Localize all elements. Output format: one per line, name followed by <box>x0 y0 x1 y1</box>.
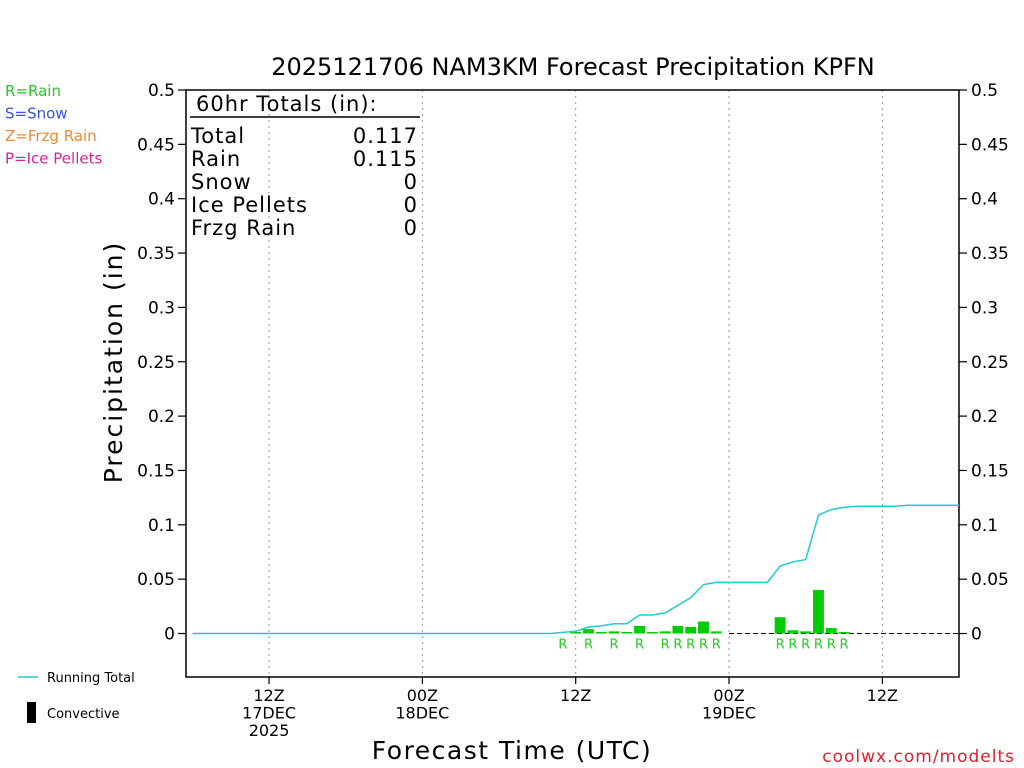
running-total-line <box>192 504 959 635</box>
ptype-marker: R <box>801 638 810 653</box>
y-tick-label: 0.05 <box>137 570 175 590</box>
y-axis-title: Precipitation (in) <box>99 241 128 484</box>
chart-title: 2025121706 NAM3KM Forecast Precipitation… <box>271 53 875 81</box>
ptype-marker: R <box>558 638 567 653</box>
precip-bar <box>685 626 697 634</box>
vertical-gridlines <box>268 90 883 677</box>
y-axis-right: 0.5 0.45 0.4 0.35 0.3 0.25 0.2 0.15 0.1 0.05 0 <box>959 81 1009 645</box>
precip-bar <box>621 632 633 634</box>
x-tick-label: 12Z <box>253 686 284 705</box>
precip-bar <box>595 632 607 634</box>
y-tick-label: 0.4 <box>148 190 175 210</box>
ptype-marker: R <box>699 638 708 653</box>
y-tick-label-right: 0.5 <box>971 81 998 101</box>
totals-row-label: Ice Pellets <box>191 193 308 217</box>
line-legend: Running Total Convective <box>18 671 135 723</box>
convective-swatch <box>27 702 36 723</box>
y-tick-label-right: 0.25 <box>971 353 1009 373</box>
ptype-legend-item: Z=Frzg Rain <box>5 127 97 145</box>
x-tick-label: 12Z <box>867 686 898 705</box>
x-tick-label: 18DEC <box>395 704 449 723</box>
plot-frame <box>185 89 960 678</box>
y-tick-label-right: 0.15 <box>971 461 1009 481</box>
totals-row-value: 0.117 <box>353 124 418 148</box>
precip-bars <box>570 590 850 634</box>
precip-bar <box>646 632 658 634</box>
running-total-legend-label: Running Total <box>47 671 135 686</box>
precip-bar <box>698 621 709 634</box>
y-tick-label: 0.15 <box>137 461 175 481</box>
ptype-marker: R <box>827 638 836 653</box>
precip-bar <box>787 630 799 634</box>
y-tick-label-right: 0.35 <box>971 244 1009 264</box>
ptype-marker: R <box>788 638 797 653</box>
y-tick-label: 0.3 <box>148 298 175 318</box>
y-tick-label-right: 0.2 <box>971 407 998 427</box>
ptype-legend-item: P=Ice Pellets <box>5 150 102 168</box>
y-tick-label-right: 0 <box>971 625 982 645</box>
y-tick-label: 0.35 <box>137 244 175 264</box>
y-tick-label: 0 <box>164 625 175 645</box>
ptype-legend: R=Rain S=Snow Z=Frzg Rain P=Ice Pellets <box>5 82 102 168</box>
x-tick-label: 19DEC <box>702 704 756 723</box>
ptype-marker: R <box>776 638 785 653</box>
convective-legend-label: Convective <box>47 707 120 722</box>
x-tick-label: 2025 <box>249 721 290 740</box>
credit-text: coolwx.com/modelts <box>822 747 1015 767</box>
ptype-marker: R <box>635 638 644 653</box>
totals-row-label: Snow <box>191 170 252 194</box>
ptype-marker: R <box>673 638 682 653</box>
y-tick-label-right: 0.1 <box>971 516 998 536</box>
ptype-marker: R <box>584 638 593 653</box>
x-tick-label: 12Z <box>560 686 591 705</box>
precip-bar <box>570 632 582 634</box>
x-tick-label: 17DEC <box>242 704 296 723</box>
x-axis-title: Forecast Time (UTC) <box>372 736 652 765</box>
precip-bar <box>659 631 671 634</box>
totals-row-value: 0.115 <box>353 147 418 171</box>
y-tick-label: 0.25 <box>137 353 175 373</box>
totals-row-label: Total <box>190 124 245 148</box>
y-tick-label: 0.5 <box>148 81 175 101</box>
y-tick-label-right: 0.4 <box>971 190 998 210</box>
precip-bar <box>710 631 722 634</box>
precip-bar <box>813 590 824 634</box>
y-tick-label-right: 0.3 <box>971 298 998 318</box>
y-tick-label: 0.1 <box>148 516 175 536</box>
totals-row-label: Rain <box>191 147 241 171</box>
ptype-marker: R <box>839 638 848 653</box>
y-axis-left: 0.5 0.45 0.4 0.35 0.3 0.25 0.2 0.15 0.1 0.05 0 <box>137 81 186 645</box>
precip-bar <box>583 629 594 634</box>
y-tick-label: 0.2 <box>148 407 175 427</box>
totals-header: 60hr Totals (in): <box>196 92 378 116</box>
y-tick-label: 0.45 <box>137 135 175 155</box>
ptype-legend-item: R=Rain <box>5 82 61 100</box>
ptype-marker: R <box>686 638 695 653</box>
precip-bar <box>838 632 850 634</box>
totals-row-value: 0 <box>404 193 418 217</box>
totals-row-label: Frzg Rain <box>191 216 296 240</box>
totals-row-value: 0 <box>404 170 418 194</box>
x-tick-label: 00Z <box>713 686 744 705</box>
precip-bar <box>774 617 786 634</box>
precip-bar <box>608 631 620 634</box>
ptype-marker: R <box>712 638 721 653</box>
y-tick-label-right: 0.05 <box>971 570 1009 590</box>
precip-bar <box>800 631 812 634</box>
precip-bar <box>672 625 684 634</box>
ptype-marker: R <box>661 638 670 653</box>
ptype-legend-item: S=Snow <box>5 105 68 123</box>
x-tick-label: 00Z <box>407 686 438 705</box>
totals-row-value: 0 <box>404 216 418 240</box>
ptype-marker: R <box>610 638 619 653</box>
ptype-marker: R <box>814 638 823 653</box>
y-tick-label-right: 0.45 <box>971 135 1009 155</box>
precip-bar <box>825 628 837 634</box>
totals-box: 60hr Totals (in): Total 0.117 Rain 0.115 Snow… <box>190 92 420 240</box>
precip-bar <box>634 625 646 634</box>
